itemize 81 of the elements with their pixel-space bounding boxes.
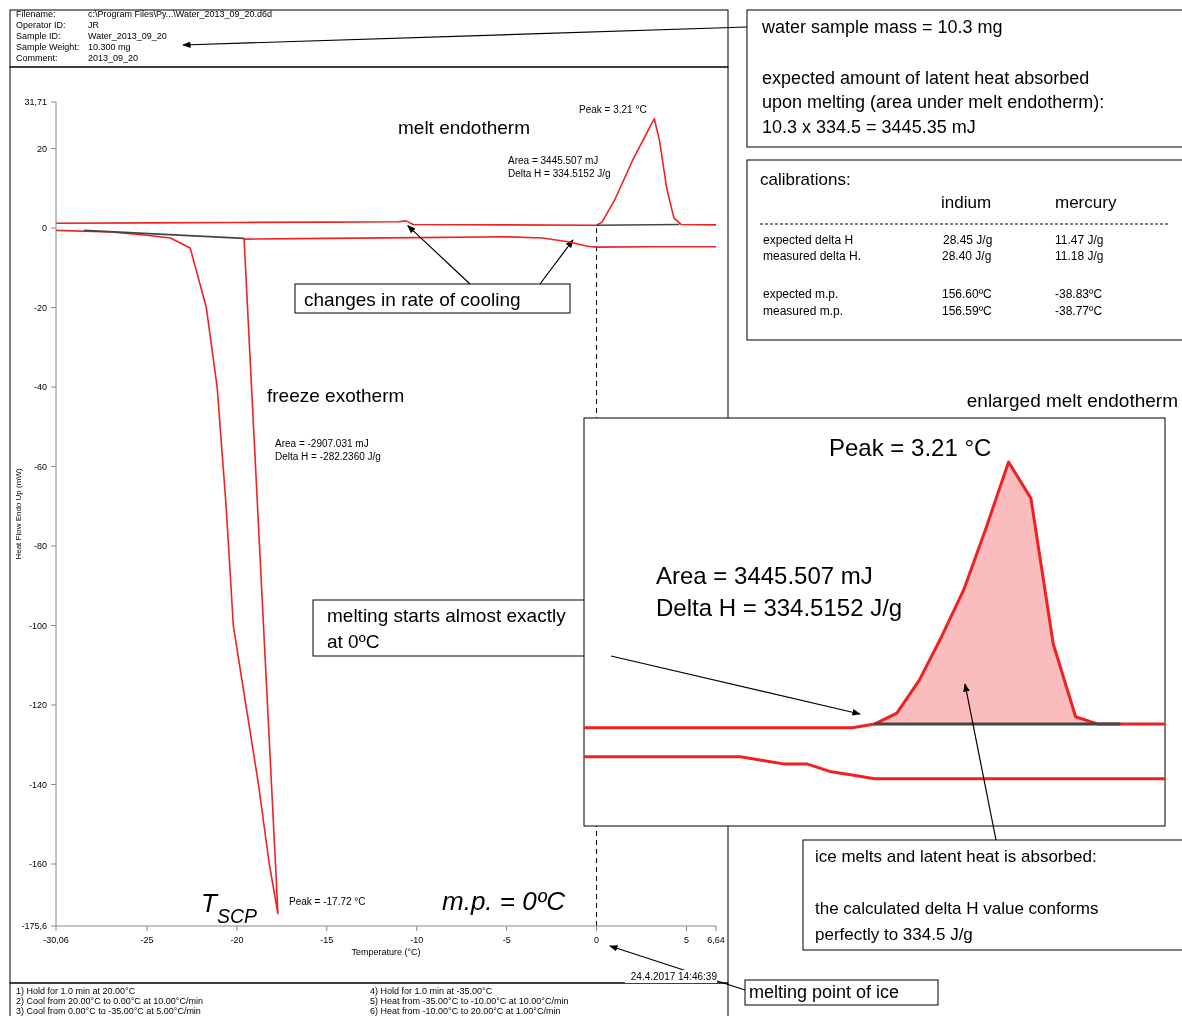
annotation: Area = 3445.507 mJ <box>508 155 599 166</box>
y-tick-label: -140 <box>28 779 47 790</box>
text: calibrations: <box>760 170 851 189</box>
x-tick-label: -25 <box>140 935 154 945</box>
text: -38.77ºC <box>1055 304 1103 318</box>
text: measured delta H. <box>763 249 862 263</box>
y-tick-label: -100 <box>28 620 47 631</box>
x-tick-label: -5 <box>502 935 511 945</box>
x-tick-label: -15 <box>320 935 334 945</box>
x-tick-label: -20 <box>230 935 244 945</box>
text: 3) Cool from 0.00°C to -35.00°C at 5.00°C/min <box>16 1006 201 1016</box>
y-tick-label: -120 <box>28 700 47 711</box>
text: measured m.p. <box>763 304 844 318</box>
text: JR <box>88 20 100 30</box>
x-tick-label: 5 <box>684 935 690 945</box>
x-tick-label: -30,06 <box>43 935 69 945</box>
text: melting point of ice <box>749 982 900 1002</box>
annotation: Delta H = 334.5152 J/g <box>508 168 611 179</box>
x-tick-label: 0 <box>594 935 600 945</box>
text: 11.47 J/g <box>1055 233 1104 247</box>
annotation: at 0ºC <box>327 631 380 652</box>
text: 1) Hold for 1.0 min at 20.00°C <box>16 986 136 996</box>
text: Water_2013_09_20 <box>88 31 167 41</box>
y-tick-label: -175,6 <box>21 921 47 932</box>
x-tick-label: 6,64 <box>707 935 725 945</box>
annotation: m.p. = 0ºC <box>442 886 566 916</box>
text: 156.60ºC <box>942 287 993 301</box>
text: expected m.p. <box>763 287 839 301</box>
text: Operator ID: <box>16 20 66 30</box>
text: 2013_09_20 <box>88 53 139 63</box>
text: 6) Heat from -10.00°C to 20.00°C at 1.00°C/min <box>370 1006 561 1016</box>
text: 28.40 J/g <box>942 249 992 263</box>
text: perfectly to 334.5 J/g <box>815 925 973 944</box>
text: Peak = 3.21 °C <box>829 434 992 461</box>
annotation: melting starts almost exactly <box>327 605 567 626</box>
text: 10.300 mg <box>88 42 131 52</box>
x-axis-title: Temperature (°C) <box>351 947 421 957</box>
annotation: Delta H = 334.5152 J/g <box>656 594 903 621</box>
y-tick-label: -40 <box>33 382 47 393</box>
x-tick-label: -10 <box>410 935 424 945</box>
text: the calculated delta H value conforms <box>815 899 1099 918</box>
text: 5) Heat from -35.00°C to -10.00°C at 10.00°C/min <box>370 996 569 1006</box>
y-tick-label: -80 <box>33 541 47 552</box>
y-tick-label: 31,71 <box>24 97 47 108</box>
text: water sample mass = 10.3 mg <box>761 17 1003 37</box>
text: c:\Program Files\Py...\Water_2013_09_20.d6d <box>88 9 273 19</box>
annotation: changes in rate of cooling <box>304 289 521 310</box>
annotation: freeze exotherm <box>267 385 405 406</box>
y-tick-label: -160 <box>28 859 47 870</box>
annotation: Area = -2907.031 mJ <box>275 438 369 449</box>
y-tick-label: 0 <box>41 223 47 234</box>
text: -38.83ºC <box>1055 287 1103 301</box>
text: 24.4.2017 14:46:39 <box>630 971 718 982</box>
text: Comment: <box>16 53 58 63</box>
text: Sample ID: <box>16 31 61 41</box>
text: expected delta H <box>763 233 854 247</box>
annotation: Area = 3445.507 mJ <box>656 562 873 589</box>
text: 10.3 x 334.5 = 3445.35 mJ <box>762 117 976 137</box>
y-axis-title: Heat Flow Endo Up (mW) <box>14 468 23 560</box>
annotation: Delta H = -282.2360 J/g <box>275 451 381 462</box>
annotation: melt endotherm <box>398 117 531 138</box>
text: Filename: <box>16 9 56 19</box>
y-tick-label: -20 <box>33 302 47 313</box>
text: 28.45 J/g <box>943 233 993 247</box>
text: ice melts and latent heat is absorbed: <box>815 847 1097 866</box>
annotation: T$_{SCP}$ <box>201 888 257 927</box>
text: upon melting (area under melt endotherm): <box>762 92 1105 112</box>
text: 156.59ºC <box>942 304 993 318</box>
text: 4) Hold for 1.0 min at -35.00°C <box>370 986 493 996</box>
text: mercury <box>1055 193 1117 212</box>
text: indium <box>941 193 992 212</box>
text: 2) Cool from 20.00°C to 0.00°C at 10.00°C/min <box>16 996 203 1006</box>
chart-title: enlarged melt endotherm <box>966 390 1178 411</box>
annotation: Peak = 3.21 °C <box>579 104 647 115</box>
y-tick-label: -60 <box>33 461 47 472</box>
text: Sample Weight: <box>16 42 80 52</box>
y-tick-label: 20 <box>36 143 47 154</box>
text: expected amount of latent heat absorbed <box>762 68 1090 88</box>
text: 11.18 J/g <box>1055 249 1104 263</box>
annotation: Peak = -17.72 °C <box>289 896 366 907</box>
line-series <box>55 117 717 227</box>
